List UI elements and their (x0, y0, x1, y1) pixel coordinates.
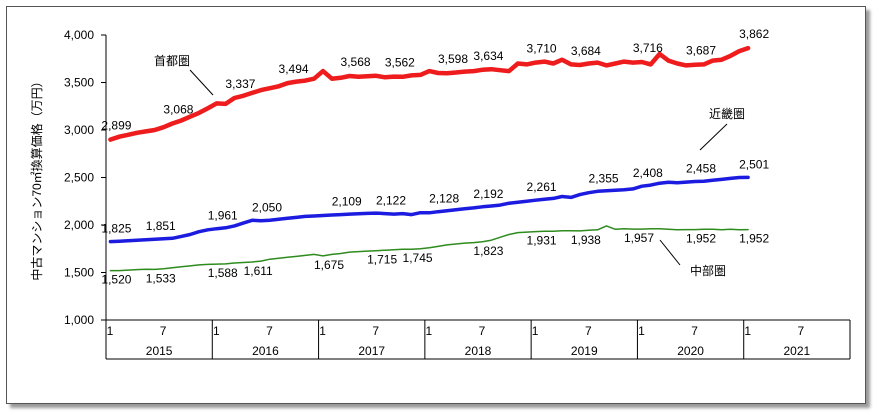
data-label: 1,745 (403, 251, 433, 265)
data-label: 2,501 (739, 157, 769, 171)
y-tick-label: 4,000 (64, 28, 94, 42)
data-label: 3,562 (385, 56, 415, 70)
data-labels: 2,899 3,068 3,337 3,494 3,568 3,562 3,598 3,634… (101, 27, 769, 286)
data-label: 1,611 (244, 264, 273, 278)
series-line-2 (108, 175, 750, 244)
month-tick-label: 1 (426, 324, 433, 338)
series-leader-line (699, 123, 728, 151)
year-label: 2021 (784, 344, 811, 358)
data-label: 1,938 (571, 233, 601, 247)
series-leader-line (189, 69, 214, 96)
series-line-3 (109, 225, 749, 272)
month-tick-label: 7 (479, 324, 486, 338)
series-name-label: 首都圏 (154, 54, 190, 68)
data-label: 3,068 (163, 103, 193, 117)
data-label: 1,952 (739, 232, 769, 246)
series-name-label: 中部圏 (690, 263, 726, 278)
data-label: 3,710 (527, 42, 557, 56)
year-label: 2018 (465, 344, 492, 358)
data-label: 3,337 (225, 77, 255, 91)
y-tick-label: 2,000 (64, 218, 94, 232)
series-name-label: 近畿圏 (709, 107, 745, 121)
data-label: 2,899 (101, 119, 131, 133)
data-label: 1,533 (146, 271, 176, 285)
series-leader-line (659, 239, 681, 266)
data-label: 2,050 (252, 201, 282, 215)
data-label: 1,851 (146, 219, 176, 233)
y-tick-label: 3,000 (64, 123, 94, 137)
year-label: 2017 (358, 344, 385, 358)
year-label: 2016 (252, 344, 279, 358)
data-label: 2,128 (429, 192, 459, 206)
axes: 1,000 1,500 2,000 2,500 3,000 3,500 4,000 2015 2… (64, 28, 851, 360)
data-label: 3,684 (571, 44, 601, 58)
y-axis-label: 中古マンション70㎡換算価格（万円） (29, 75, 44, 280)
data-label: 2,458 (686, 161, 716, 175)
month-tick-label: 1 (744, 324, 751, 338)
data-label: 1,957 (624, 231, 654, 245)
data-label: 2,122 (376, 194, 406, 208)
data-label: 1,823 (473, 244, 503, 258)
month-tick-label: 1 (638, 324, 645, 338)
data-label: 1,715 (367, 253, 397, 267)
data-label: 3,687 (686, 44, 716, 58)
y-tick-label: 1,000 (64, 313, 94, 327)
data-label: 1,675 (314, 258, 344, 272)
series-line-1 (108, 45, 751, 142)
year-label: 2020 (677, 344, 704, 358)
month-tick-label: 7 (372, 324, 379, 338)
year-label: 2019 (571, 344, 598, 358)
month-tick-label: 7 (691, 324, 698, 338)
data-label: 2,355 (589, 171, 619, 185)
data-label: 2,109 (332, 195, 362, 209)
data-label: 1,961 (208, 209, 238, 223)
year-label: 2015 (146, 344, 173, 358)
month-tick-label: 1 (107, 324, 114, 338)
data-label: 2,408 (633, 166, 663, 180)
month-tick-label: 7 (798, 324, 805, 338)
data-label: 3,862 (739, 27, 769, 41)
y-tick-label: 2,500 (64, 171, 94, 185)
month-tick-label: 1 (532, 324, 539, 338)
month-tick-label: 1 (213, 324, 220, 338)
data-label: 2,261 (527, 180, 557, 194)
month-tick-label: 7 (266, 324, 273, 338)
y-tick-label: 1,500 (64, 266, 94, 280)
month-tick-label: 1 (319, 324, 326, 338)
data-label: 3,598 (438, 52, 468, 66)
data-label: 1,931 (527, 234, 557, 248)
data-label: 1,952 (686, 232, 716, 246)
y-tick-label: 3,500 (64, 76, 94, 90)
month-tick-label: 7 (160, 324, 167, 338)
data-label: 1,588 (208, 266, 238, 280)
data-label: 2,192 (473, 187, 503, 201)
data-label: 1,520 (101, 273, 131, 287)
series-lines (108, 45, 751, 272)
data-label: 3,494 (279, 62, 309, 76)
data-label: 3,634 (473, 49, 503, 63)
data-label: 3,716 (633, 41, 663, 55)
data-label: 3,568 (341, 55, 371, 69)
month-tick-label: 7 (585, 324, 592, 338)
data-label: 1,825 (101, 222, 131, 236)
